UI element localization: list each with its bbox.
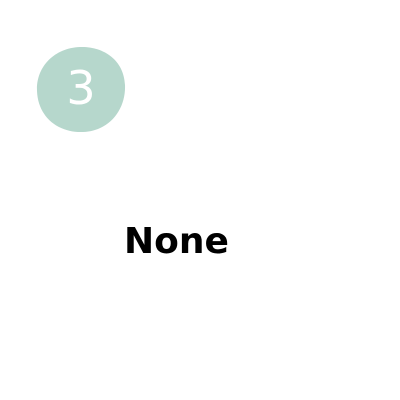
step-number: 3: [66, 61, 96, 115]
step-number-badge: 3: [36, 45, 126, 133]
step-title: None: [124, 221, 229, 262]
badge-blob-shape: [36, 46, 126, 133]
